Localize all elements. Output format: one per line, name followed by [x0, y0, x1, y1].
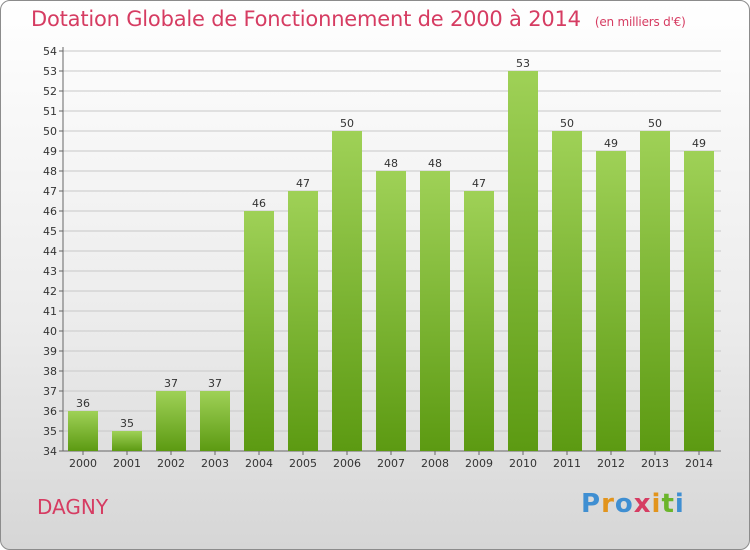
x-tick-label: 2002 [157, 457, 185, 470]
x-tick-label: 2003 [201, 457, 229, 470]
data-label: 35 [120, 417, 134, 430]
data-label: 48 [428, 157, 442, 170]
x-tick-label: 2011 [553, 457, 581, 470]
y-tick-label: 48 [43, 165, 57, 178]
bar-2010 [508, 71, 538, 451]
y-tick-label: 51 [43, 105, 57, 118]
x-tick-label: 2008 [421, 457, 449, 470]
logo-letter: r [601, 489, 615, 519]
data-label: 47 [472, 177, 486, 190]
data-label: 37 [208, 377, 222, 390]
y-tick-label: 34 [43, 445, 57, 458]
bar-2002 [156, 391, 186, 451]
x-tick-label: 2010 [509, 457, 537, 470]
data-label: 50 [340, 117, 354, 130]
x-tick-label: 2001 [113, 457, 141, 470]
data-label: 48 [384, 157, 398, 170]
x-tick-label: 2012 [597, 457, 625, 470]
y-tick-label: 37 [43, 385, 57, 398]
data-label: 50 [648, 117, 662, 130]
y-tick-label: 36 [43, 405, 57, 418]
x-tick-label: 2007 [377, 457, 405, 470]
y-tick-label: 35 [43, 425, 57, 438]
y-tick-label: 38 [43, 365, 57, 378]
bar-2011 [552, 131, 582, 451]
x-tick-label: 2014 [685, 457, 713, 470]
data-label: 37 [164, 377, 178, 390]
y-tick-label: 39 [43, 345, 57, 358]
logo-letter: o [614, 489, 634, 519]
x-tick-label: 2005 [289, 457, 317, 470]
y-tick-label: 53 [43, 65, 57, 78]
y-tick-label: 52 [43, 85, 57, 98]
data-label: 47 [296, 177, 310, 190]
logo-letter: x [633, 489, 652, 519]
y-tick-label: 50 [43, 125, 57, 138]
logo-letter: t [661, 489, 675, 519]
y-tick-label: 46 [43, 205, 57, 218]
data-label: 46 [252, 197, 266, 210]
bar-2012 [596, 151, 626, 451]
logo-letter: P [581, 489, 602, 519]
y-tick-label: 40 [43, 325, 57, 338]
y-tick-label: 45 [43, 225, 57, 238]
data-label: 53 [516, 57, 530, 70]
y-tick-label: 54 [43, 45, 57, 58]
data-label: 49 [604, 137, 618, 150]
units-label: (en milliers d'€) [594, 15, 686, 29]
bar-2007 [376, 171, 406, 451]
data-label: 36 [76, 397, 90, 410]
proxiti-logo: Proxiti [581, 489, 685, 519]
y-tick-label: 47 [43, 185, 57, 198]
y-tick-label: 42 [43, 285, 57, 298]
logo-letter: i [651, 489, 662, 519]
y-tick-label: 49 [43, 145, 57, 158]
bars [68, 71, 714, 451]
bar-2004 [244, 211, 274, 451]
y-tick-labels: 34 35 36 37 38 39 40 41 42 43 44 45 46 47 48 49 50 51 52 53… [43, 45, 63, 458]
x-tick-label: 2009 [465, 457, 493, 470]
bar-2009 [464, 191, 494, 451]
chart-title: Dotation Globale de Fonctionnement de 20… [31, 7, 686, 31]
y-tick-label: 41 [43, 305, 57, 318]
bar-2003 [200, 391, 230, 451]
bar-2008 [420, 171, 450, 451]
bar-2005 [288, 191, 318, 451]
x-tick-label: 2006 [333, 457, 361, 470]
x-tick-label: 2013 [641, 457, 669, 470]
data-label: 49 [692, 137, 706, 150]
bar-2000 [68, 411, 98, 451]
y-tick-label: 44 [43, 245, 57, 258]
bar-2001 [112, 431, 142, 451]
x-tick-labels: 2000 2001 2002 2003 2004 2005 2006 2007 2008 2009… [69, 451, 713, 470]
bar-2006 [332, 131, 362, 451]
title-text: Dotation Globale de Fonctionnement de 20… [31, 7, 581, 31]
logo-letter: i [674, 489, 685, 519]
commune-name: DAGNY [37, 495, 109, 519]
x-tick-label: 2000 [69, 457, 97, 470]
x-tick-label: 2004 [245, 457, 273, 470]
data-labels: 36 35 37 37 46 47 50 48 48 47 53 50 49 50 49 [76, 57, 706, 430]
bar-2014 [684, 151, 714, 451]
y-tick-label: 43 [43, 265, 57, 278]
data-label: 50 [560, 117, 574, 130]
bar-2013 [640, 131, 670, 451]
